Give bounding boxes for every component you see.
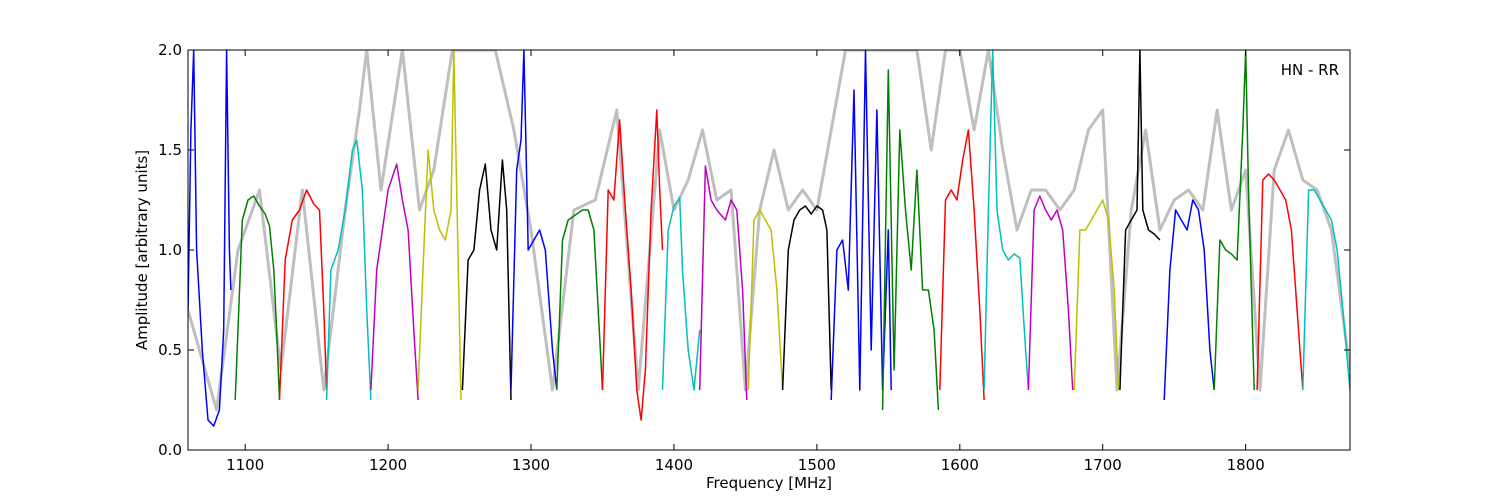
x-axis-ticks: 1100 1200 1300 1400 1500 1600 1700 1800: [226, 50, 1265, 474]
series-line-19: [1073, 199, 1120, 391]
y-axis-ticks: 0.0 0.5 1.0 1.5 2.0: [158, 41, 1350, 459]
series-line-3: [325, 139, 372, 401]
series-line-11: [698, 165, 748, 401]
x-axis-label: Frequency [MHz]: [706, 474, 832, 492]
series-line-7: [510, 50, 558, 391]
series-line-23: [1256, 173, 1304, 391]
series-line-13: [781, 205, 832, 391]
y-axis-label: Amplitude [arbitrary units]: [133, 150, 151, 350]
series-line-18: [1027, 195, 1074, 391]
x-tick-label: 1500: [798, 456, 836, 474]
series-line-16: [939, 129, 985, 401]
panel-annotation: HN - RR: [1281, 61, 1339, 79]
x-tick-label: 1100: [226, 456, 264, 474]
y-tick-label: 2.0: [158, 41, 182, 59]
series-line-24: [1302, 189, 1350, 391]
y-tick-label: 1.0: [158, 241, 182, 259]
series-line-14: [830, 50, 892, 401]
series-line-20: [1119, 50, 1161, 391]
background-series-layer: [188, 50, 1350, 412]
series-line-8: [556, 209, 604, 391]
background-series-line: [188, 50, 1350, 412]
series-line-0: [188, 50, 232, 427]
y-tick-label: 0.5: [158, 341, 182, 359]
series-line-1: [234, 195, 281, 401]
x-tick-label: 1200: [369, 456, 407, 474]
series-line-21: [1163, 199, 1215, 401]
series-layer: [188, 50, 1350, 427]
x-tick-label: 1700: [1084, 456, 1122, 474]
x-tick-label: 1300: [512, 456, 550, 474]
x-tick-label: 1400: [655, 456, 693, 474]
series-line-12: [747, 209, 784, 391]
series-line-4: [370, 163, 419, 401]
series-line-5: [417, 50, 462, 401]
y-tick-label: 1.5: [158, 141, 182, 159]
x-tick-label: 1600: [941, 456, 979, 474]
plot-frame: [187, 49, 1351, 451]
series-line-9: [601, 109, 664, 421]
series-line-22: [1213, 50, 1255, 391]
series-line-2: [278, 189, 328, 401]
series-line-15: [881, 69, 940, 411]
series-line-6: [461, 159, 512, 401]
series-line-17: [983, 50, 1030, 391]
series-line-10: [661, 197, 701, 391]
x-tick-label: 1800: [1227, 456, 1265, 474]
y-tick-label: 0.0: [158, 441, 182, 459]
